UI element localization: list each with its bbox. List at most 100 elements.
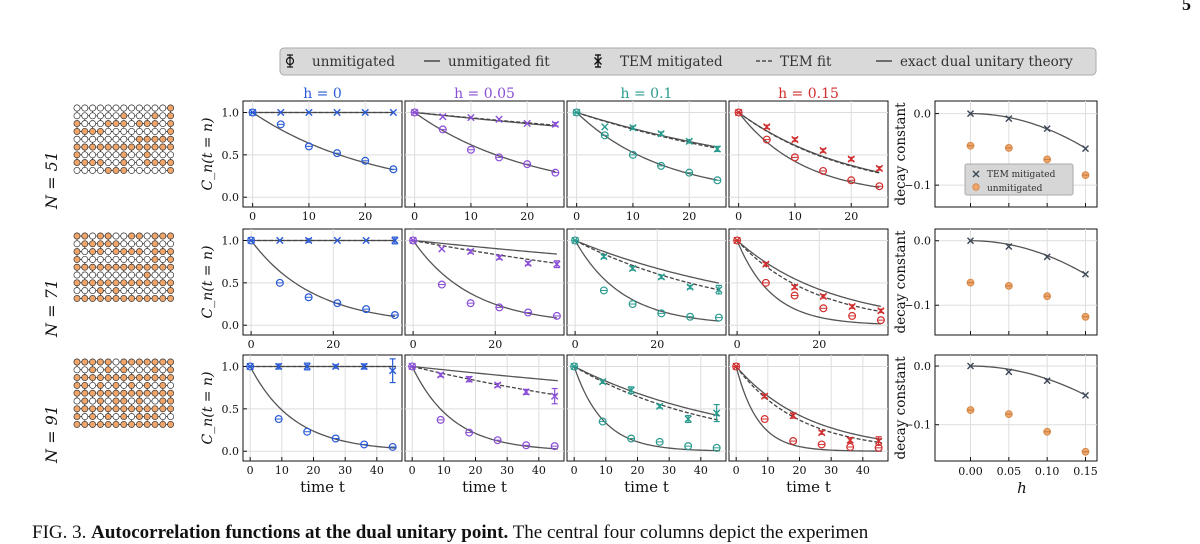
lattice-qubit xyxy=(167,240,175,248)
panel-frame xyxy=(566,354,727,462)
lattice-qubit xyxy=(104,413,112,421)
unmitigated-point xyxy=(390,311,399,320)
lattice-qubit xyxy=(120,151,128,159)
lattice-qubit xyxy=(81,366,89,374)
lattice-qubit xyxy=(167,294,175,302)
lattice-qubit xyxy=(143,397,151,405)
lattice-qubit xyxy=(73,135,81,143)
decay-tem-point xyxy=(1005,368,1013,376)
lattice-qubit xyxy=(159,287,167,295)
lattice-qubit xyxy=(128,248,136,256)
unmitigated-point xyxy=(388,442,397,451)
tem-point xyxy=(572,108,581,117)
x-tick-label: 10 xyxy=(626,210,640,223)
lattice-qubit xyxy=(104,287,112,295)
lattice-qubit xyxy=(96,248,104,256)
tem-point xyxy=(274,362,283,371)
lattice-qubit xyxy=(151,413,159,421)
lattice-qubit xyxy=(96,255,104,263)
lattice-qubit xyxy=(96,240,104,248)
lattice-qubit xyxy=(104,279,112,287)
unmitigated-point xyxy=(389,165,398,174)
tem-point xyxy=(333,108,341,117)
lattice-qubit xyxy=(89,271,97,279)
lattice-qubit xyxy=(73,381,81,389)
panel-frame xyxy=(404,354,565,462)
legend-label: TEM mitigated xyxy=(620,54,723,70)
lattice-qubit xyxy=(151,112,159,120)
unmitigated-point xyxy=(550,442,559,451)
lattice-qubit xyxy=(143,104,151,112)
lattice-qubit xyxy=(159,120,167,128)
lattice-qubit xyxy=(143,413,151,421)
lattice-qubit xyxy=(135,127,143,135)
tem-point xyxy=(817,428,826,437)
lattice-qubit xyxy=(135,381,143,389)
lattice-qubit xyxy=(167,232,175,240)
lattice-qubit xyxy=(151,287,159,295)
lattice-qubit xyxy=(89,248,97,256)
lattice-qubit xyxy=(112,405,120,413)
lattice-qubit xyxy=(73,279,81,287)
lattice-qubit xyxy=(89,240,97,248)
panel-3-4: 0 10 20 30 40 time t xyxy=(728,354,889,496)
lattice-qubit xyxy=(151,151,159,159)
lattice-qubit xyxy=(151,374,159,382)
unmitigated-point xyxy=(714,313,723,322)
lattice-qubit xyxy=(128,381,136,389)
tem-fit-curve xyxy=(574,239,720,291)
lattice-qubit xyxy=(112,420,120,428)
lattice-qubit xyxy=(104,358,112,366)
unmitigated-fit-curve xyxy=(249,366,396,449)
lattice-qubit xyxy=(143,420,151,428)
lattice-qubit xyxy=(159,112,167,120)
lattice-qubit xyxy=(120,405,128,413)
lattice-qubit xyxy=(81,374,89,382)
unmitigated-point xyxy=(819,304,828,313)
lattice-qubit xyxy=(128,159,136,167)
lattice-qubit xyxy=(104,127,112,135)
unmitigated-point xyxy=(761,278,770,287)
unmitigated-point xyxy=(819,166,828,175)
panel-1-1: 0 10 20 0.0 0.5 1.0 h = 0 xyxy=(222,86,403,223)
lattice-qubit xyxy=(135,151,143,159)
lattice-qubit xyxy=(112,381,120,389)
legend: unmitigated unmitigated fit TEM mitigated T… xyxy=(279,47,1097,76)
lattice-qubit xyxy=(143,358,151,366)
legend-label: exact dual unitary theory xyxy=(900,54,1073,70)
tem-point xyxy=(763,123,771,131)
tem-point xyxy=(712,409,721,417)
unmitigated-point xyxy=(523,160,532,169)
lattice-qubit xyxy=(151,255,159,263)
lattice-qubit xyxy=(167,127,175,135)
panel-frame xyxy=(566,228,727,336)
lattice-qubit xyxy=(112,232,120,240)
lattice-qubit xyxy=(128,287,136,295)
lattice-qubit xyxy=(112,135,120,143)
lattice-qubit xyxy=(81,112,89,120)
lattice-qubit xyxy=(89,159,97,167)
lattice-qubit xyxy=(151,397,159,405)
decay-frame xyxy=(934,354,1098,462)
panel-2-2: 0 20 xyxy=(404,228,565,351)
lattice-qubit xyxy=(143,389,151,397)
lattice-qubit xyxy=(151,279,159,287)
lattice-qubit xyxy=(96,366,104,374)
lattice-qubit xyxy=(81,120,89,128)
lattice-qubit xyxy=(81,143,89,151)
lattice-qubit xyxy=(112,127,120,135)
lattice-qubit xyxy=(135,413,143,421)
lattice-qubit xyxy=(81,240,89,248)
lattice-qubit xyxy=(81,248,89,256)
panel-frame xyxy=(242,228,403,336)
unmitigated-point xyxy=(493,436,502,445)
lattice-qubit xyxy=(104,263,112,271)
tem-point xyxy=(362,236,370,245)
lattice-qubit xyxy=(73,287,81,295)
tem-point xyxy=(248,108,257,117)
lattice-qubit xyxy=(89,420,97,428)
lattice-qubit xyxy=(81,232,89,240)
lattice-qubit xyxy=(143,240,151,248)
lattice-qubit xyxy=(128,143,136,151)
